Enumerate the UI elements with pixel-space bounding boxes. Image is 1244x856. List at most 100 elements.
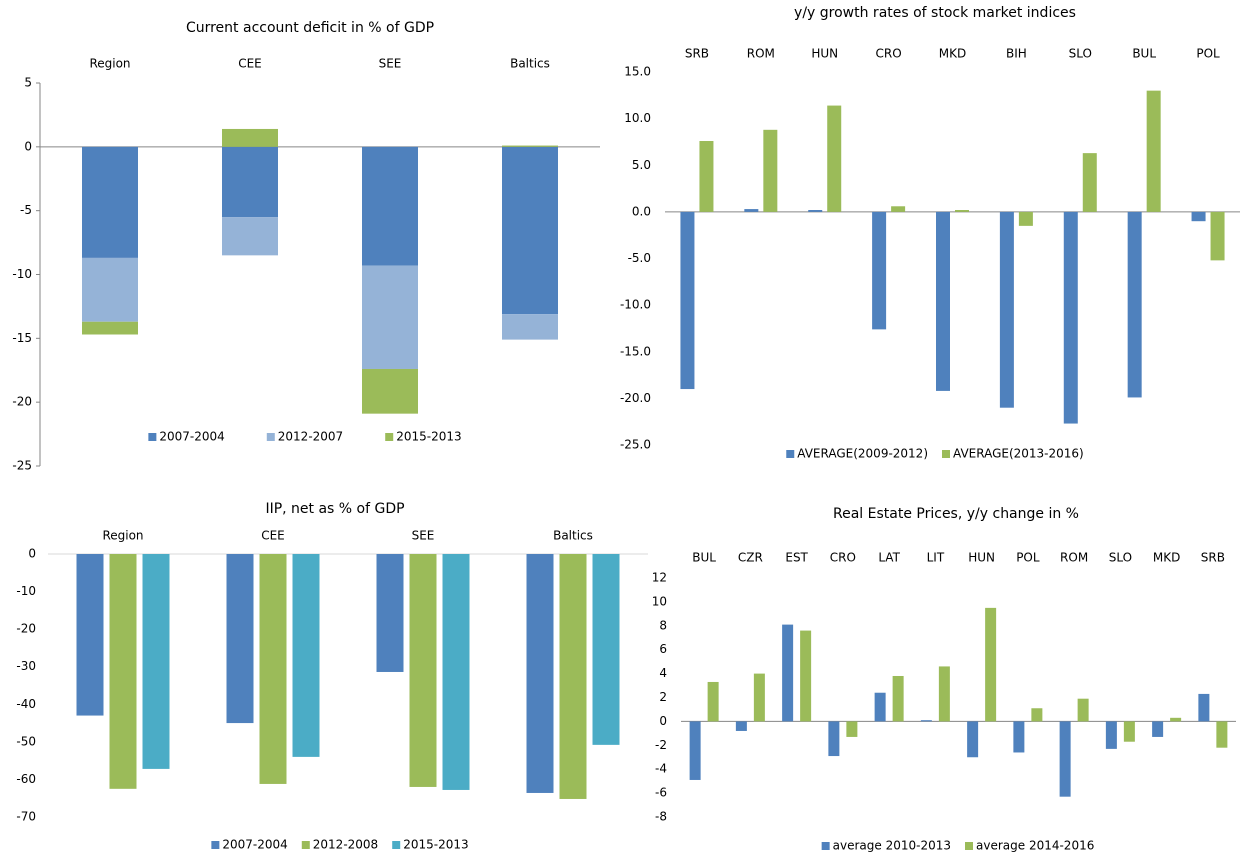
bar — [782, 624, 794, 722]
y-tick-label: 8 — [659, 618, 667, 632]
y-tick-label: -15 — [12, 331, 32, 345]
y-tick-label: -20 — [16, 622, 36, 636]
y-tick-label: 2 — [659, 690, 667, 704]
y-tick-label: -5.0 — [628, 251, 651, 265]
y-tick-label: -20 — [12, 395, 32, 409]
bar — [1013, 721, 1025, 753]
bar — [891, 206, 906, 212]
bar — [1170, 717, 1182, 722]
bar — [828, 721, 840, 757]
y-tick-label: -70 — [16, 810, 36, 824]
legend-swatch — [211, 841, 220, 849]
bar — [744, 209, 759, 212]
bar — [592, 554, 620, 745]
bar — [955, 210, 969, 212]
category-label: SRB — [685, 47, 709, 61]
category-label: Baltics — [553, 529, 593, 543]
bar — [292, 554, 320, 757]
y-tick-label: -25 — [12, 459, 32, 473]
category-label: CRO — [830, 551, 856, 565]
bar — [1191, 211, 1206, 222]
bar — [874, 692, 886, 722]
bar — [442, 554, 470, 790]
bar — [967, 721, 979, 758]
category-label: SEE — [379, 57, 402, 71]
bar — [753, 673, 765, 722]
legend-label: average 2014-2016 — [976, 839, 1094, 853]
legend-label: 2012-2008 — [313, 838, 378, 852]
bar — [376, 554, 404, 672]
legend-swatch — [821, 842, 830, 850]
y-tick-label: 15.0 — [624, 65, 651, 79]
bar — [920, 720, 932, 722]
legend-label: 2007-2004 — [222, 838, 287, 852]
category-label: CEE — [261, 529, 285, 543]
category-label: POL — [1196, 47, 1220, 61]
bar — [109, 554, 137, 789]
bar — [680, 211, 695, 390]
legend-label: AVERAGE(2009-2012) — [797, 447, 928, 461]
y-tick-label: -30 — [16, 659, 36, 673]
y-tick-label: 10.0 — [624, 111, 651, 125]
y-tick-label: 10 — [652, 594, 667, 608]
legend-label: 2015-2013 — [403, 838, 468, 852]
bar — [362, 265, 418, 369]
legend-swatch — [301, 841, 310, 849]
legend-label: 2012-2007 — [278, 430, 343, 444]
y-tick-label: -20.0 — [620, 391, 651, 405]
bar — [222, 146, 278, 218]
bar — [1152, 721, 1164, 737]
y-tick-label: -8 — [655, 810, 667, 824]
bar — [222, 128, 278, 147]
bar — [936, 211, 950, 391]
bar — [938, 666, 950, 722]
bar — [142, 554, 170, 769]
category-label: CEE — [238, 57, 262, 71]
bar — [82, 321, 138, 335]
y-tick-label: 0 — [24, 139, 32, 153]
y-tick-label: -2 — [655, 738, 667, 752]
y-tick-label: -10.0 — [620, 298, 651, 312]
category-label: ROM — [747, 47, 775, 61]
y-tick-label: 5.0 — [632, 158, 651, 172]
bar — [892, 675, 904, 722]
category-label: Region — [102, 529, 143, 543]
bar — [559, 554, 587, 799]
legend-swatch — [385, 433, 394, 441]
y-tick-label: 0.0 — [632, 204, 651, 218]
bar — [763, 129, 778, 212]
bar — [1123, 721, 1135, 742]
category-label: BIH — [1006, 47, 1027, 61]
bar — [82, 146, 138, 258]
legend-swatch — [786, 450, 795, 458]
legend-label: AVERAGE(2013-2016) — [953, 447, 1084, 461]
category-label: MKD — [1153, 551, 1180, 565]
category-label: SRB — [1201, 551, 1225, 565]
bar — [808, 210, 823, 212]
category-label: SLO — [1069, 47, 1092, 61]
bar — [999, 211, 1014, 408]
y-tick-label: -10 — [12, 267, 32, 281]
y-tick-label: -60 — [16, 772, 36, 786]
y-tick-label: 0 — [28, 547, 36, 561]
bar — [1018, 211, 1033, 226]
bar — [689, 721, 701, 780]
chart-title: Real Estate Prices, y/y change in % — [833, 506, 1079, 522]
y-tick-label: -10 — [16, 584, 36, 598]
category-label: BUL — [1132, 47, 1156, 61]
category-label: HUN — [968, 551, 995, 565]
bar — [362, 368, 418, 414]
bar — [1216, 721, 1228, 748]
bar — [362, 146, 418, 266]
bar — [409, 554, 437, 787]
category-label: LAT — [878, 551, 900, 565]
bar — [1105, 721, 1117, 749]
category-label: ROM — [1060, 551, 1088, 565]
category-label: HUN — [811, 47, 838, 61]
bar — [1146, 90, 1161, 212]
category-label: CRO — [876, 47, 902, 61]
legend-swatch — [392, 841, 401, 849]
category-label: Region — [89, 57, 130, 71]
bar — [502, 314, 558, 340]
